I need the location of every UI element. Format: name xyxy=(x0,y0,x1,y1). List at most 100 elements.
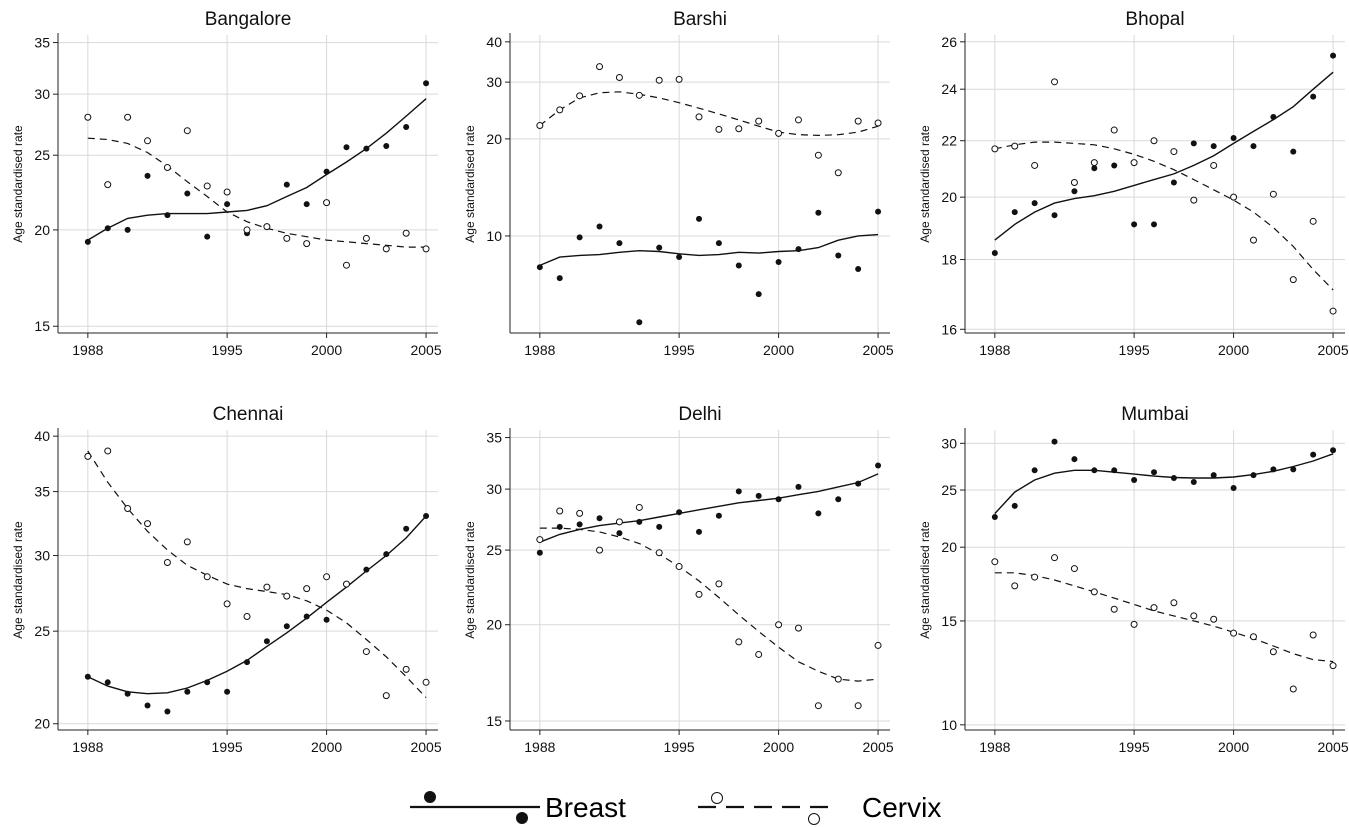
y-tick-label: 22 xyxy=(941,133,957,149)
breast-point xyxy=(403,525,410,532)
cervix-point xyxy=(834,169,842,177)
cervix-trend-line xyxy=(539,527,879,682)
breast-point xyxy=(815,510,822,517)
cervix-point xyxy=(163,558,171,566)
y-tick-label: 26 xyxy=(941,34,957,50)
cervix-point xyxy=(1011,142,1019,150)
breast-point xyxy=(596,515,603,522)
x-tick-label: 1988 xyxy=(72,342,103,358)
breast-point xyxy=(576,521,583,528)
breast-point xyxy=(1290,148,1297,155)
x-tick-label: 1995 xyxy=(664,739,695,755)
breast-point xyxy=(616,240,623,247)
panel-bhopal: 16 18 20 22 24 26 1988 1995 2000 2005 Bhopal Age st… xyxy=(918,9,1349,358)
legend-label-cervix: Cervix xyxy=(862,792,941,823)
cervix-point xyxy=(223,600,231,608)
breast-point xyxy=(775,259,782,266)
cervix-point xyxy=(283,234,291,242)
cervix-point xyxy=(144,520,152,528)
series-breast xyxy=(536,462,882,556)
breast-point xyxy=(656,523,663,530)
x-tick-label: 2000 xyxy=(311,739,342,755)
cervix-point xyxy=(1329,307,1337,315)
cervix-point xyxy=(84,113,92,121)
series-cervix xyxy=(84,113,430,269)
x-tick-label: 1988 xyxy=(524,342,555,358)
cervix-point xyxy=(1269,648,1277,656)
gridlines-bhopal xyxy=(965,35,1345,333)
cervix-point xyxy=(1031,573,1039,581)
breast-point xyxy=(1031,200,1038,207)
cervix-point xyxy=(1150,604,1158,612)
breast-point xyxy=(576,234,583,241)
breast-point xyxy=(1270,113,1277,120)
cervix-point xyxy=(775,129,783,137)
cervix-point xyxy=(422,245,430,253)
cervix-point xyxy=(755,117,763,125)
cervix-point xyxy=(303,585,311,593)
x-tick-label: 1988 xyxy=(72,739,103,755)
cervix-point xyxy=(342,580,350,588)
cervix-point xyxy=(203,573,211,581)
cervix-point xyxy=(715,580,723,588)
y-tick-label: 15 xyxy=(486,713,502,729)
breast-point xyxy=(676,254,683,261)
y-axis-label: Age standardised rate xyxy=(918,125,932,243)
y-tick-label: 25 xyxy=(34,623,50,639)
breast-point xyxy=(1151,469,1158,476)
panel-mumbai: 10 15 20 25 30 1988 1995 2000 2005 Mumbai Age stan… xyxy=(918,404,1349,755)
breast-point xyxy=(1310,451,1317,458)
y-tick-label: 25 xyxy=(486,542,502,558)
cervix-point xyxy=(814,702,822,710)
cervix-point xyxy=(615,518,623,526)
panel-title: Mumbai xyxy=(1121,404,1189,425)
series-breast xyxy=(991,52,1337,256)
breast-point xyxy=(795,246,802,253)
breast-point xyxy=(1091,467,1098,474)
y-axis-label: Age standardised rate xyxy=(463,125,477,243)
cervix-point xyxy=(1230,193,1238,201)
breast-point xyxy=(283,181,290,188)
y-tick-label: 10 xyxy=(941,717,957,733)
breast-point xyxy=(403,123,410,130)
cervix-point xyxy=(991,558,999,566)
x-tick-label: 2000 xyxy=(1218,342,1249,358)
cervix-point xyxy=(1249,236,1257,244)
breast-point xyxy=(204,233,211,240)
breast-point xyxy=(1190,478,1197,485)
cervix-point xyxy=(715,125,723,133)
series-breast xyxy=(84,512,430,715)
breast-point xyxy=(1250,143,1257,150)
cervix-point xyxy=(735,638,743,646)
y-tick-label: 30 xyxy=(941,435,957,451)
cervix-point xyxy=(263,223,271,231)
y-axis-label: Age standardised rate xyxy=(463,521,477,639)
cervix-point xyxy=(675,563,683,571)
breast-point xyxy=(1031,467,1038,474)
cervix-point xyxy=(243,226,251,234)
y-tick-label: 30 xyxy=(486,74,502,90)
gridlines-delhi xyxy=(510,430,890,730)
y-tick-label: 15 xyxy=(34,318,50,334)
cervix-point xyxy=(422,678,430,686)
breast-point xyxy=(855,480,862,487)
cervix-point xyxy=(84,452,92,460)
breast-point xyxy=(835,252,842,259)
breast-point xyxy=(875,208,882,215)
breast-point xyxy=(224,201,231,208)
y-tick-label: 20 xyxy=(941,189,957,205)
cervix-point xyxy=(362,648,370,656)
series-cervix xyxy=(991,554,1337,693)
y-tick-label: 20 xyxy=(486,617,502,633)
cervix-point xyxy=(834,675,842,683)
cervix-trend-line xyxy=(87,137,427,248)
breast-point xyxy=(735,262,742,269)
breast-point xyxy=(1270,466,1277,473)
breast-point xyxy=(875,462,882,469)
breast-point xyxy=(1230,135,1237,142)
cervix-trend-line xyxy=(994,141,1334,291)
cervix-point xyxy=(382,245,390,253)
cervix-point xyxy=(163,163,171,171)
x-tick-label: 1995 xyxy=(212,739,243,755)
breast-point xyxy=(1210,472,1217,479)
